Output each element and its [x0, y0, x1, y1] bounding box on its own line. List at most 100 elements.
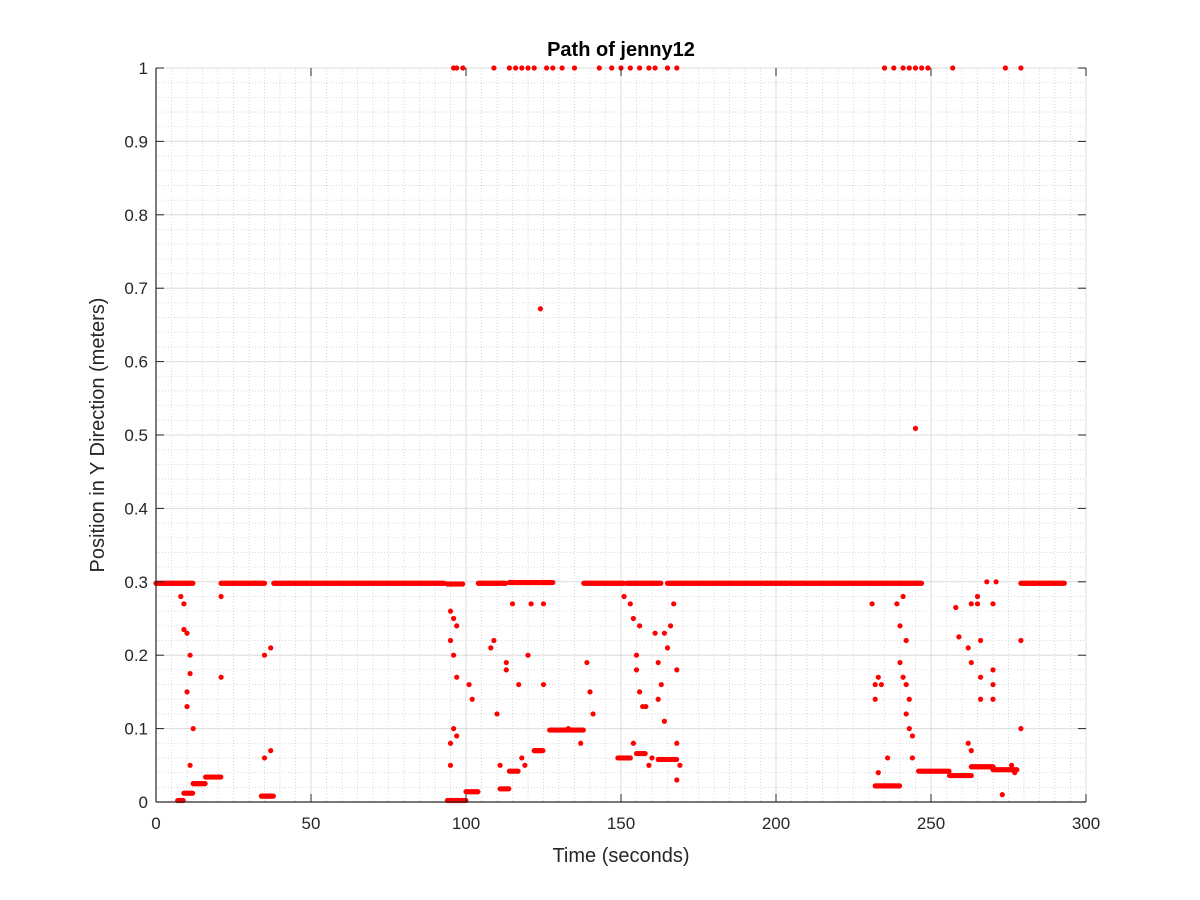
y-tick-labels: 0 0.1 0.2 0.3 0.4 0.5 0.6 0.7 0.8 0.9 1 [124, 59, 148, 812]
data-point [519, 755, 525, 761]
data-point [596, 65, 602, 71]
data-point [677, 762, 683, 768]
data-point [1018, 65, 1024, 71]
data-point [872, 681, 878, 688]
data-point [178, 593, 184, 600]
data-point [633, 667, 640, 673]
data-point [668, 623, 674, 629]
data-point [513, 65, 519, 71]
data-point [903, 711, 909, 717]
data-point [900, 593, 906, 600]
data-point [674, 65, 680, 71]
data-point [885, 755, 891, 761]
data-point [912, 65, 919, 71]
data-point [491, 637, 497, 644]
x-tick-label: 100 [452, 814, 480, 833]
data-point [918, 580, 925, 586]
data-point [475, 789, 481, 795]
data-point [268, 645, 274, 651]
data-point [497, 762, 503, 768]
data-point [515, 768, 521, 774]
data-point [872, 696, 878, 702]
data-point [652, 630, 658, 636]
data-point [459, 581, 466, 587]
x-tick-labels: 0 50 100 150 200 250 300 [151, 814, 1100, 833]
x-tick-label: 200 [762, 814, 790, 833]
data-point [671, 601, 677, 607]
data-point [531, 65, 537, 71]
data-point [1012, 770, 1018, 776]
data-point [630, 615, 637, 622]
data-point [190, 726, 196, 732]
data-point [550, 579, 556, 586]
data-point [540, 681, 547, 688]
data-point [878, 681, 885, 688]
data-point [544, 65, 550, 71]
data-point [270, 793, 276, 799]
y-tick-label: 0.3 [124, 573, 148, 592]
data-point [990, 601, 996, 607]
data-point [674, 667, 680, 673]
data-point [627, 755, 633, 761]
data-point [925, 65, 931, 71]
data-points [153, 65, 1067, 804]
data-point [621, 593, 627, 600]
data-point [900, 674, 906, 680]
data-point [906, 65, 912, 71]
data-point [953, 604, 959, 611]
data-point [965, 645, 971, 651]
data-point [674, 756, 680, 763]
chart-title: Path of jenny12 [547, 39, 695, 61]
data-point [627, 601, 633, 607]
data-point [184, 689, 190, 695]
data-point [540, 601, 547, 607]
x-tick-label: 150 [607, 814, 635, 833]
data-point [587, 689, 593, 695]
x-tick-label: 50 [302, 814, 321, 833]
data-point [978, 637, 984, 644]
data-point [990, 696, 996, 702]
data-point [578, 740, 584, 746]
data-point [909, 755, 916, 761]
data-point [627, 65, 633, 71]
data-point [181, 626, 187, 633]
data-point [968, 601, 974, 607]
data-point [968, 772, 974, 779]
data-point [965, 740, 971, 746]
data-point [919, 65, 925, 71]
data-point [491, 65, 497, 71]
data-point [522, 762, 528, 768]
data-point [451, 652, 457, 658]
data-point [946, 768, 952, 774]
data-point [906, 696, 912, 702]
data-point [875, 770, 881, 776]
data-point [218, 674, 224, 680]
y-axis-label: Position in Y Direction (meters) [87, 298, 109, 573]
data-point [674, 777, 680, 783]
data-point [451, 726, 457, 732]
data-point [993, 579, 999, 585]
data-point [502, 580, 509, 586]
data-point [451, 615, 457, 622]
data-point [978, 674, 984, 680]
data-point [261, 652, 268, 658]
data-point [655, 659, 661, 666]
data-point [906, 726, 912, 732]
data-point [447, 637, 454, 644]
data-point [903, 637, 909, 644]
data-point [466, 681, 472, 688]
data-point [674, 740, 680, 746]
x-tick-label: 250 [917, 814, 945, 833]
data-point [912, 425, 919, 431]
data-point [454, 674, 460, 680]
y-tick-label: 0.6 [124, 353, 148, 372]
data-point [1018, 637, 1024, 644]
data-point [891, 65, 897, 71]
data-point [903, 681, 909, 688]
data-point [630, 740, 637, 746]
data-point [218, 774, 224, 780]
data-point [189, 790, 196, 796]
y-tick-label: 0.5 [124, 426, 148, 445]
data-point [580, 727, 586, 733]
